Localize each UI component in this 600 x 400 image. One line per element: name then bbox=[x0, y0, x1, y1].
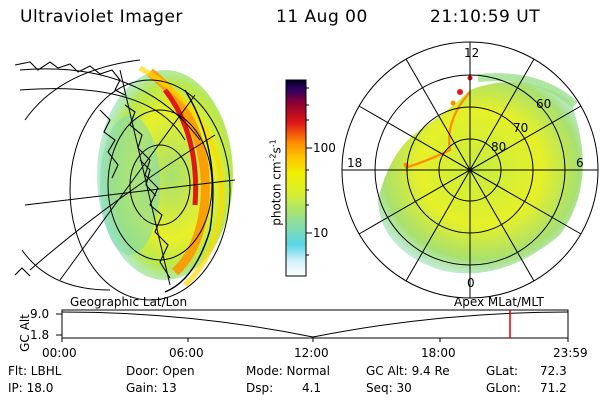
aurora-emission-right bbox=[378, 82, 583, 274]
mlt-label-0: 0 bbox=[467, 276, 475, 290]
color-scale bbox=[285, 79, 312, 277]
glat-label: GLat: bbox=[486, 364, 519, 378]
time-label: 21:10:59 UT bbox=[430, 7, 541, 27]
dsp-value: 4.1 bbox=[302, 381, 322, 395]
color-scale-label: photon cm-2s-1 bbox=[268, 139, 284, 226]
aurora-bright-spot bbox=[450, 100, 456, 106]
lon-line bbox=[119, 69, 171, 286]
coastline bbox=[124, 104, 171, 279]
door-info: Door: Open bbox=[126, 364, 195, 378]
gain-info: Gain: 13 bbox=[126, 381, 177, 395]
filter-info: Flt: LBHL bbox=[8, 364, 62, 378]
mlat-label-70: 70 bbox=[513, 121, 529, 135]
lat-circle bbox=[69, 79, 231, 301]
glat-value: 72.3 bbox=[540, 364, 567, 378]
coastline bbox=[99, 109, 119, 179]
left-panel-label: Geographic Lat/Lon bbox=[70, 295, 188, 309]
altitude-tick-label: 9.0 bbox=[30, 307, 50, 321]
lon-line bbox=[24, 179, 236, 206]
lon-line bbox=[21, 249, 111, 291]
time-tick-label: 12:00 bbox=[294, 346, 329, 360]
glon-label: GLon: bbox=[486, 381, 521, 395]
mlt-label-18: 18 bbox=[347, 156, 363, 170]
time-tick-label: 18:00 bbox=[421, 346, 456, 360]
coastline bbox=[139, 159, 157, 197]
aurora-arc-halo bbox=[138, 65, 225, 287]
altitude-plot bbox=[56, 309, 569, 342]
color-scale-bar bbox=[285, 79, 307, 277]
lon-line bbox=[59, 94, 196, 281]
mlt-line bbox=[358, 105, 582, 235]
app-title: Ultraviolet Imager bbox=[20, 7, 183, 27]
time-tick-label: 06:00 bbox=[169, 346, 204, 360]
seq-info: Seq: 30 bbox=[366, 381, 412, 395]
altitude-curve bbox=[61, 311, 569, 338]
time-tick-label: 23:59 bbox=[553, 346, 588, 360]
coastline bbox=[14, 61, 126, 96]
gc-alt-info: GC Alt: 9.4 Re bbox=[366, 364, 450, 378]
altitude-tick-label: 1.8 bbox=[30, 328, 50, 342]
mlt-label-12: 12 bbox=[464, 46, 480, 60]
aurora-arc-peak bbox=[163, 88, 199, 206]
date-label: 11 Aug 00 bbox=[276, 7, 368, 27]
glon-value: 71.2 bbox=[540, 381, 567, 395]
mlt-label-6: 6 bbox=[576, 156, 584, 170]
color-scale-tick-label: 10 bbox=[313, 226, 329, 240]
ip-info: IP: 18.0 bbox=[8, 381, 54, 395]
geographic-map bbox=[14, 59, 236, 301]
color-scale-tick-label: 100 bbox=[313, 141, 336, 155]
lat-line bbox=[19, 68, 201, 141]
mlat-label-60: 60 bbox=[536, 97, 552, 111]
right-panel-label: Apex MLat/MLT bbox=[454, 295, 544, 309]
polar-map bbox=[341, 41, 599, 299]
coastline bbox=[14, 267, 31, 277]
lat-circle bbox=[107, 109, 213, 261]
time-tick-label: 00:00 bbox=[42, 346, 77, 360]
earth-limb bbox=[164, 89, 214, 293]
mlat-label-80: 80 bbox=[491, 140, 507, 154]
lon-line bbox=[29, 134, 216, 271]
lon-line bbox=[24, 59, 141, 121]
dsp-label: Dsp: bbox=[246, 381, 274, 395]
aurora-arc-outer bbox=[147, 68, 210, 276]
mode-info: Mode: Normal bbox=[246, 364, 330, 378]
aurora-bright-spot bbox=[457, 89, 463, 95]
